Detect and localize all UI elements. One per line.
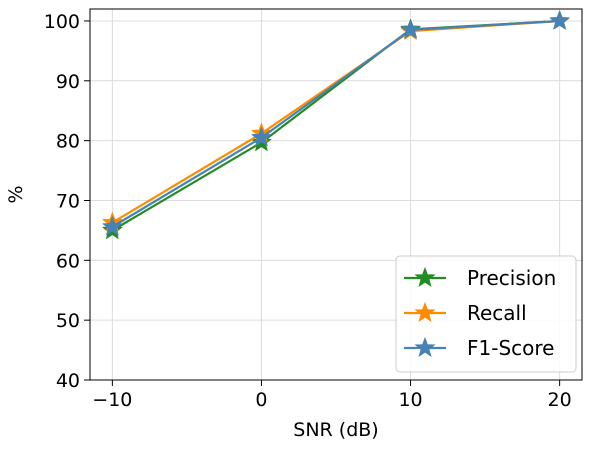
plot-frame <box>89 8 583 381</box>
legend-item: Recall <box>404 301 527 325</box>
series-line <box>111 19 560 232</box>
legend-label: Recall <box>467 301 527 325</box>
series-recall <box>102 10 570 232</box>
y-tick-label: 70 <box>56 190 80 212</box>
x-tick-label: 10 <box>398 389 422 411</box>
x-tick-label: −10 <box>92 389 132 411</box>
series-line <box>111 19 560 224</box>
y-tick-label: 90 <box>56 71 80 93</box>
legend-label: Precision <box>467 266 556 290</box>
series-line <box>111 19 560 228</box>
legend-marker <box>414 336 436 358</box>
series-precision <box>102 10 570 239</box>
legend-item: F1-Score <box>404 336 554 360</box>
legend-box <box>395 255 577 373</box>
x-tick-label: 0 <box>255 389 267 411</box>
x-tick-label: 20 <box>548 389 572 411</box>
data-point <box>400 19 421 39</box>
y-tick-label: 50 <box>56 310 80 332</box>
legend: Precision Recall F1-Score <box>395 255 577 373</box>
series-f1-score <box>102 10 570 236</box>
legend-item: Precision <box>404 266 556 290</box>
y-tick-label: 60 <box>56 250 80 272</box>
legend-label: F1-Score <box>467 336 554 360</box>
x-axis-label: SNR (dB) <box>293 419 378 441</box>
data-point <box>251 127 272 147</box>
y-tick-label: 40 <box>56 370 80 392</box>
legend-marker <box>414 301 436 323</box>
series-layer <box>102 10 570 239</box>
axis-ticks: −10 0 10 20 40 50 60 70 80 90 100 <box>44 11 572 411</box>
data-point <box>549 10 570 30</box>
y-tick-label: 100 <box>44 11 80 33</box>
y-axis-label: % <box>5 185 27 203</box>
legend-marker <box>414 266 436 288</box>
data-point <box>102 216 123 236</box>
y-tick-label: 80 <box>56 131 80 153</box>
